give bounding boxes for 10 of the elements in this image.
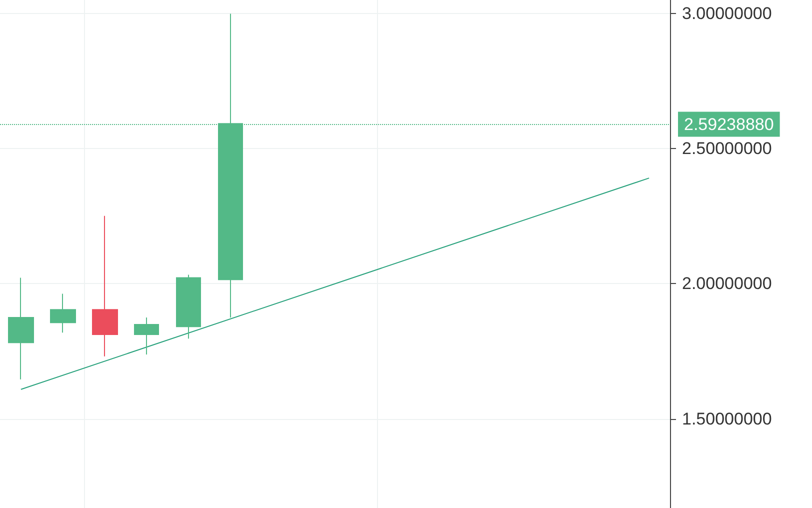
y-tick-label: 3.00000000	[682, 4, 772, 24]
y-tick-label: 2.50000000	[682, 139, 772, 158]
y-tick-label: 2.00000000	[682, 274, 772, 294]
candlestick	[134, 317, 159, 356]
candlestick	[50, 293, 76, 334]
ref-line-label: 2.59238880	[684, 114, 774, 134]
y-tick-label: 1.50000000	[682, 409, 772, 428]
candlestick	[176, 274, 201, 340]
candlestick	[92, 215, 118, 357]
candlestick	[8, 277, 34, 380]
